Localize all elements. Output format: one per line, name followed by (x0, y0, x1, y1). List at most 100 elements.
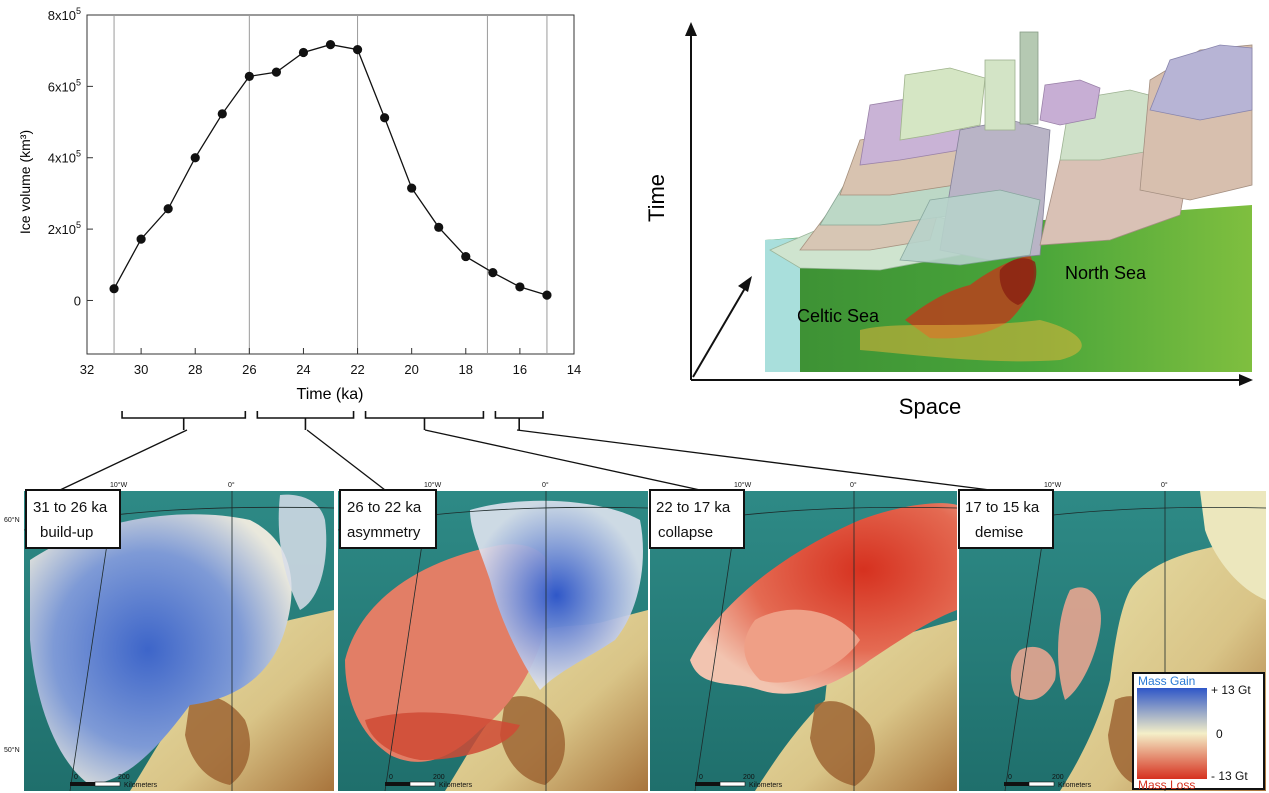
phase-range-4: 17 to 15 ka (965, 499, 1040, 516)
scale-bar-1: 0 200 Kilometers (70, 774, 158, 789)
lon-label-10w-3: 10°W (734, 481, 752, 489)
lon-label-10w-1: 10°W (110, 481, 128, 489)
y-tick-label-4: 8x105 (48, 6, 81, 23)
phase-bracket-3 (494, 411, 544, 430)
phase-label-collapse: 22 to 17 ka collapse (649, 489, 745, 549)
phase-name-1: build-up (40, 524, 93, 541)
ice-volume-chart: 0 2x105 4x105 6x105 8x105 32 30 28 26 24 22 20 18 16… (17, 6, 581, 430)
legend-min-label: - 13 Gt (1211, 769, 1248, 783)
scale-unit-2: Kilometers (439, 782, 473, 789)
data-point-4 (217, 109, 227, 119)
space-axis-arrowhead (1239, 374, 1253, 386)
scale-zero-1: 0 (74, 774, 78, 781)
region-label-north-sea: North Sea (1065, 263, 1147, 283)
data-point-0 (109, 284, 119, 294)
x-tick-label-6: 20 (404, 362, 418, 377)
time-axis-arrowhead (685, 22, 697, 36)
mass-balance-legend: Mass Gain Mass Loss + 13 Gt 0 - 13 Gt (1132, 672, 1265, 792)
region-label-celtic-sea: Celtic Sea (797, 306, 880, 326)
phase-name-3: collapse (658, 524, 713, 541)
x-axis-label: Time (ka) (297, 386, 364, 403)
phase-bracket-0 (121, 411, 247, 430)
legend-zero-label: 0 (1216, 727, 1223, 741)
x-tick-label-0: 32 (80, 362, 94, 377)
data-point-9 (352, 45, 363, 55)
y-tick-label-2: 4x105 (48, 149, 81, 166)
lon-label-10w-2: 10°W (424, 481, 442, 489)
scale-bar-4: 0 200 Kilometers (1004, 774, 1092, 789)
scale-zero-4: 0 (1008, 774, 1012, 781)
scale-bar-2: 0 200 Kilometers (385, 774, 473, 789)
ice-volume-line (113, 43, 548, 296)
legend-max-label: + 13 Gt (1211, 683, 1251, 697)
bracket-connectors (59, 429, 991, 491)
data-point-11 (407, 183, 417, 193)
scale-200-1: 200 (118, 774, 130, 781)
depth-axis-arrowhead (738, 276, 752, 292)
x-tick-label-2: 28 (188, 362, 202, 377)
time-axis-label: Time (644, 174, 669, 222)
space-axis-label: Space (899, 394, 961, 419)
phase-range-2: 26 to 22 ka (347, 499, 422, 516)
legend-loss-label: Mass Loss (1138, 778, 1195, 792)
data-point-5 (244, 71, 254, 81)
x-tick-label-5: 22 (350, 362, 364, 377)
x-tick-label-4: 24 (296, 362, 310, 377)
y-tick-label-3: 6x105 (48, 77, 81, 94)
lat-label-60n: 60°N (4, 516, 20, 524)
data-point-8 (325, 40, 336, 50)
phase-label-asymmetry: 26 to 22 ka asymmetry (339, 489, 437, 549)
scale-bar-3: 0 200 Kilometers (695, 774, 783, 789)
scale-200-4: 200 (1052, 774, 1064, 781)
y-tick-label-0: 0 (74, 293, 81, 308)
x-tick-label-9: 14 (567, 362, 581, 377)
y-tick-label-1: 2x105 (48, 220, 81, 237)
plot-frame (86, 14, 575, 355)
lon-label-0-1: 0° (228, 481, 235, 489)
graticule-labels: 10°W 0° 10°W 0° 10°W 0° 10°W 0° 60°N 50°… (4, 481, 1168, 754)
scale-zero-3: 0 (699, 774, 703, 781)
scale-200-2: 200 (433, 774, 445, 781)
ice-layer-stack (769, 31, 1253, 271)
x-tick-label-8: 16 (513, 362, 527, 377)
lon-label-0-4: 0° (1161, 481, 1168, 489)
uplands-relief-2 (999, 258, 1037, 305)
depth-axis-line (692, 282, 749, 378)
phase-label-build-up: 31 to 26 ka build-up (25, 489, 121, 549)
scale-unit-3: Kilometers (749, 782, 783, 789)
lon-label-0-3: 0° (850, 481, 857, 489)
phase-bracket-2 (364, 411, 485, 430)
data-point-1 (136, 234, 146, 244)
data-point-10 (380, 113, 390, 123)
x-tick-label-1: 30 (134, 362, 148, 377)
y-axis-ticks: 0 2x105 4x105 6x105 8x105 (48, 6, 93, 308)
data-point-12 (434, 222, 444, 232)
x-tick-label-7: 18 (459, 362, 473, 377)
legend-color-ramp (1137, 688, 1207, 779)
scale-200-3: 200 (743, 774, 755, 781)
shelf-water (765, 238, 800, 372)
scale-bars: 0 200 Kilometers 0 200 Kilometers 0 200 … (70, 774, 1092, 789)
scale-unit-4: Kilometers (1058, 782, 1092, 789)
data-point-14 (488, 268, 498, 278)
data-point-3 (190, 153, 200, 163)
ice-volume-points (109, 40, 552, 300)
data-point-16 (542, 290, 552, 300)
scale-unit-1: Kilometers (124, 782, 158, 789)
data-point-15 (515, 282, 525, 292)
phase-name-4: demise (975, 524, 1023, 541)
data-point-2 (163, 204, 173, 214)
y-axis-label: Ice volume (km³) (17, 130, 33, 234)
lat-label-50n: 50°N (4, 746, 20, 754)
phase-labels: 31 to 26 ka build-up 26 to 22 ka asymmet… (25, 489, 1054, 549)
lowland-relief (860, 320, 1082, 362)
x-tick-label-3: 26 (242, 362, 256, 377)
lon-label-0-2: 0° (542, 481, 549, 489)
legend-gain-label: Mass Gain (1138, 674, 1195, 688)
phase-name-2: asymmetry (347, 524, 421, 541)
data-point-6 (271, 67, 281, 77)
scale-zero-2: 0 (389, 774, 393, 781)
phase-range-3: 22 to 17 ka (656, 499, 731, 516)
phase-boundary-lines (113, 15, 548, 354)
